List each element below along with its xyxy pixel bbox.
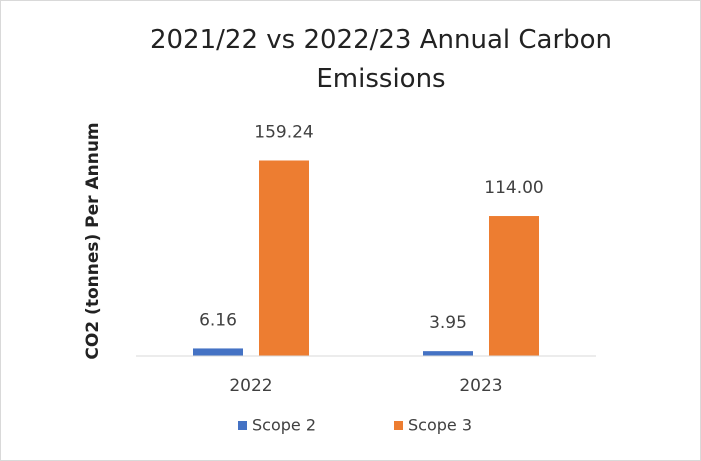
x-tick-label: 2023 [459,376,502,396]
chart-title: 2021/22 vs 2022/23 Annual Carbon Emissio… [149,25,613,94]
data-label: 3.95 [429,313,467,333]
data-label: 114.00 [484,178,543,198]
data-label: 159.24 [254,122,313,142]
bar [489,216,539,356]
legend-label: Scope 3 [408,416,472,435]
bar [259,160,309,356]
legend-swatch [394,421,403,430]
x-tick-label: 2022 [229,376,272,396]
data-label: 6.16 [199,310,237,330]
legend-label: Scope 2 [252,416,316,435]
y-axis-label: CO2 (tonnes) Per Annum [83,122,103,359]
bar [193,348,243,356]
bar [423,351,473,356]
legend-swatch [238,421,247,430]
